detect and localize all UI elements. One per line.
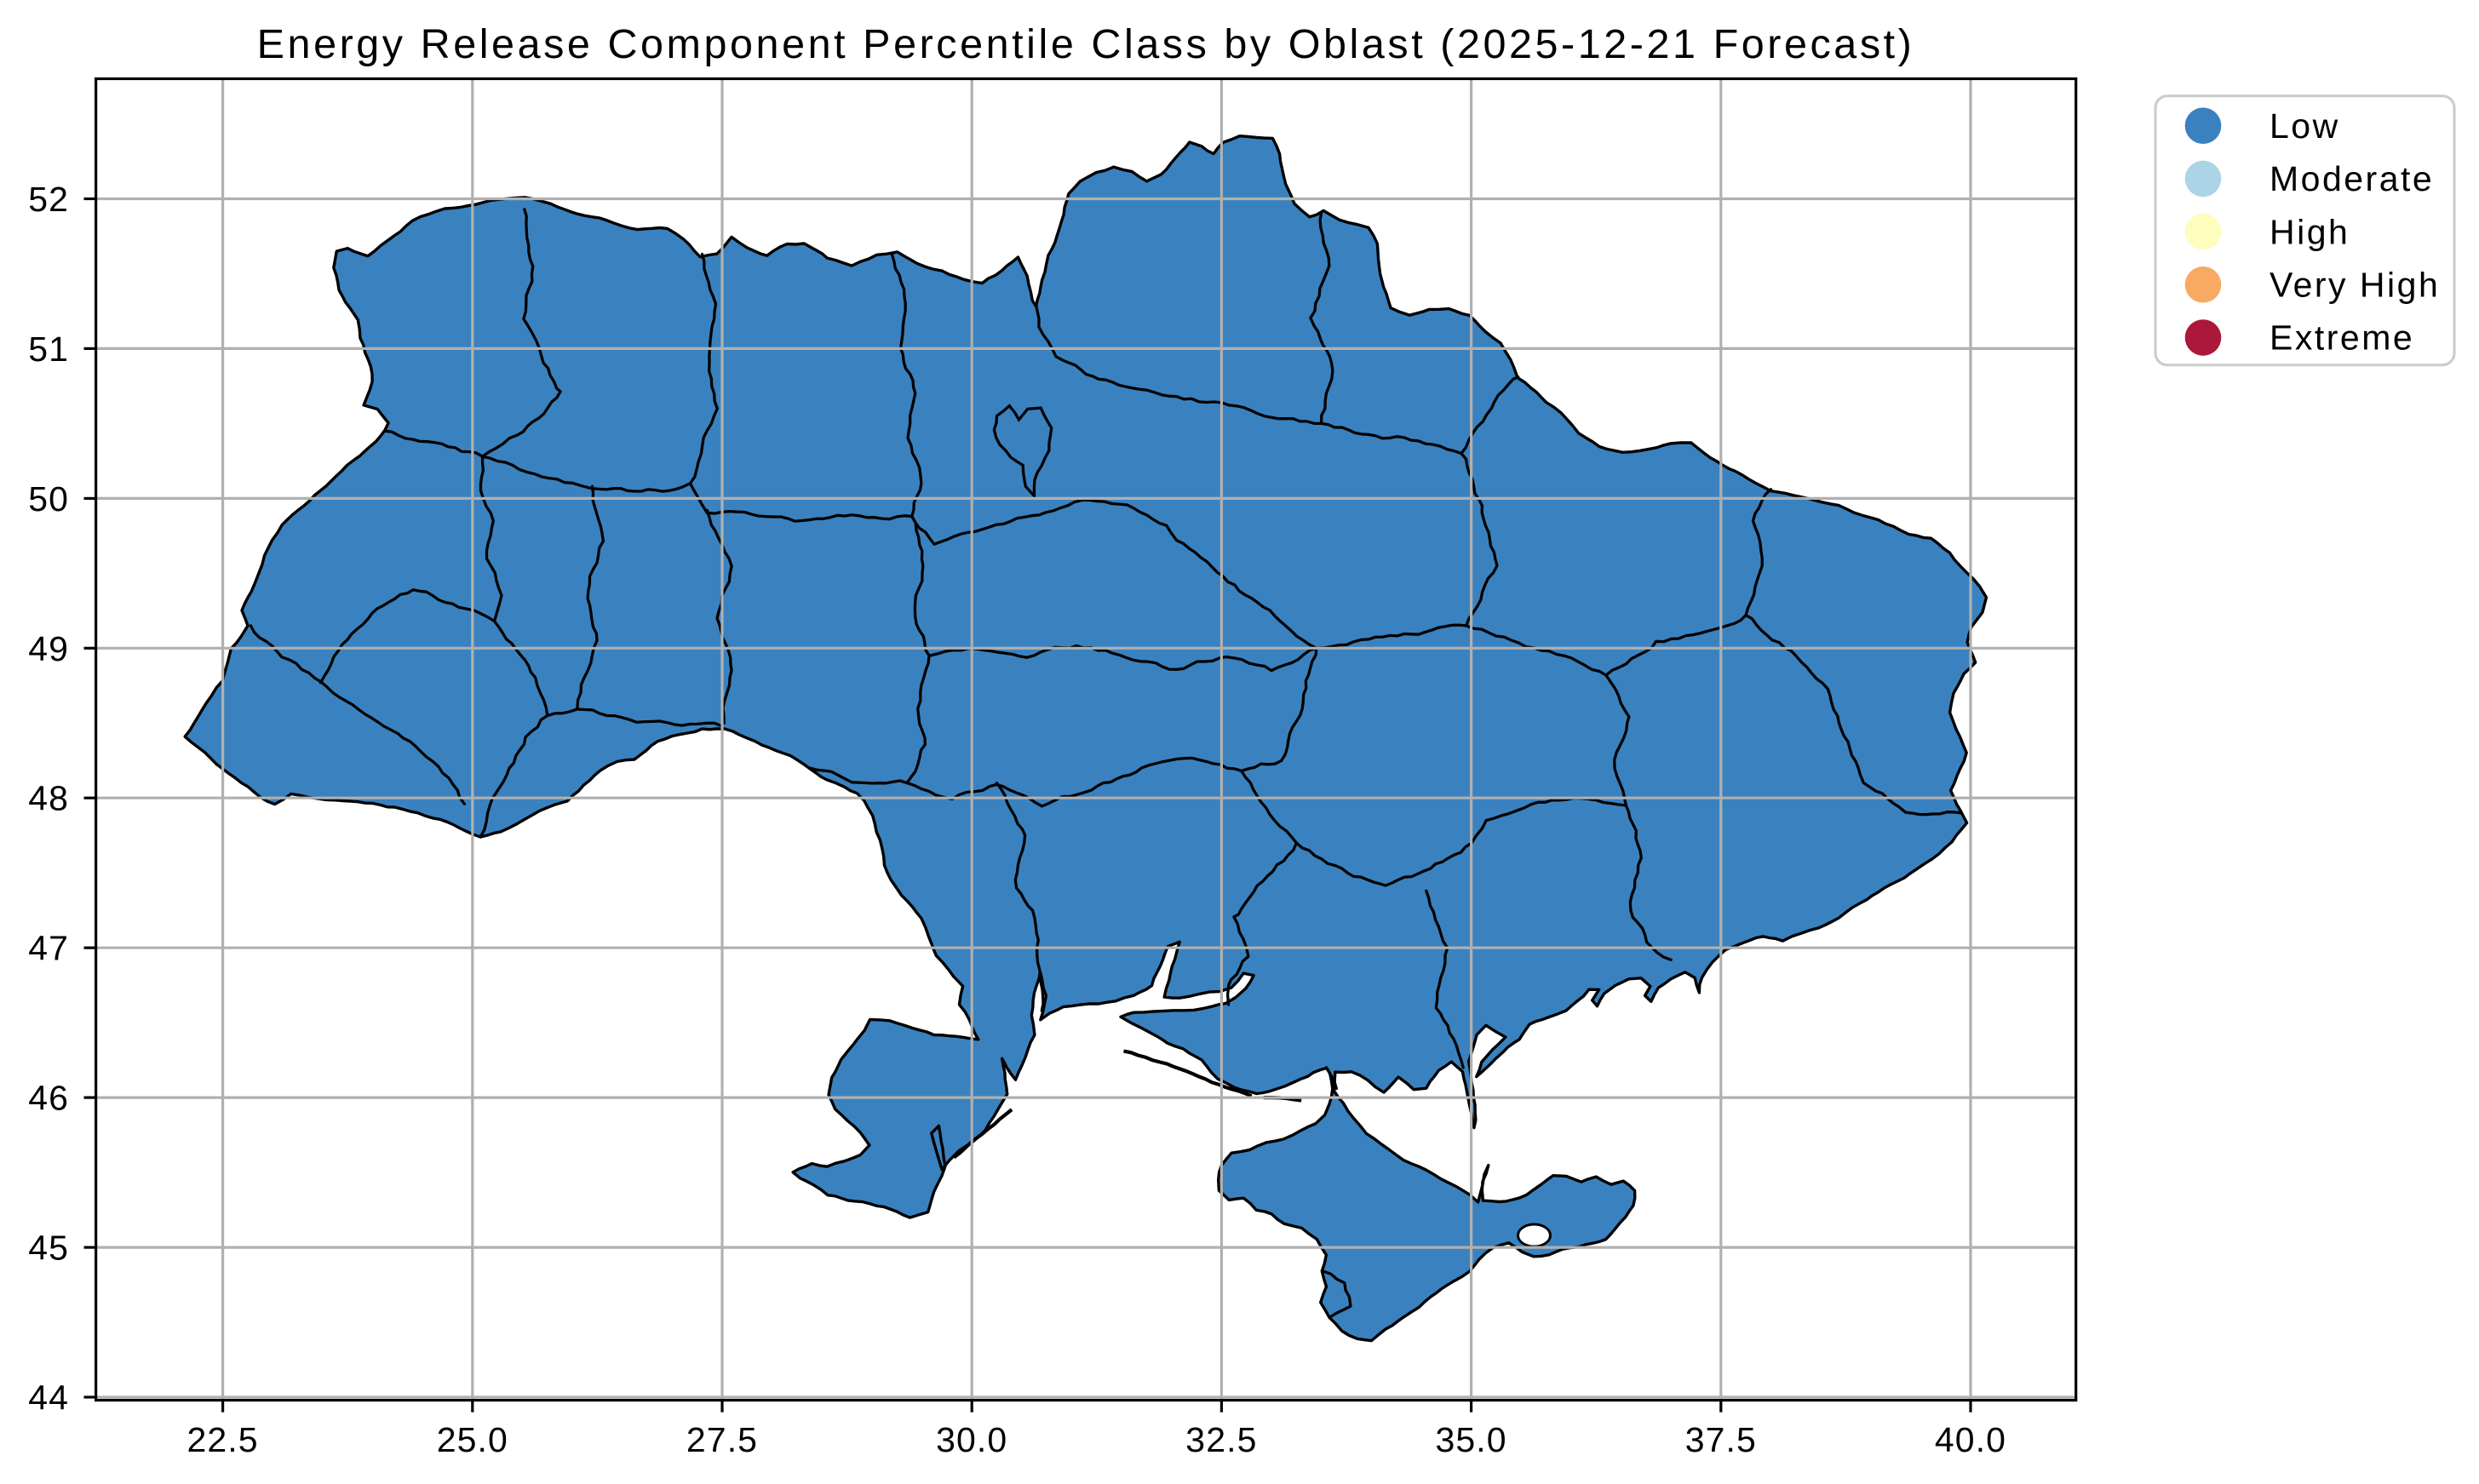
svg-text:52: 52 [28,180,69,219]
svg-text:48: 48 [28,779,69,818]
svg-text:51: 51 [28,329,69,369]
svg-text:46: 46 [28,1079,69,1118]
svg-text:45: 45 [28,1229,69,1268]
svg-text:Very High: Very High [2270,266,2440,305]
svg-text:30.0: 30.0 [936,1420,1007,1459]
svg-text:50: 50 [28,479,69,519]
svg-text:44: 44 [28,1378,69,1418]
svg-text:22.5: 22.5 [186,1420,258,1459]
svg-text:Low: Low [2270,106,2340,146]
svg-text:27.5: 27.5 [686,1420,758,1459]
svg-text:Energy Release Component Perce: Energy Release Component Percentile Clas… [257,21,1915,67]
svg-text:37.5: 37.5 [1685,1420,1757,1459]
svg-text:49: 49 [28,629,69,668]
svg-text:35.0: 35.0 [1435,1420,1506,1459]
svg-text:32.5: 32.5 [1185,1420,1257,1459]
svg-text:47: 47 [28,929,69,968]
svg-text:25.0: 25.0 [437,1420,508,1459]
svg-text:High: High [2270,212,2350,251]
svg-text:40.0: 40.0 [1935,1420,2006,1459]
svg-text:Extreme: Extreme [2270,318,2414,358]
svg-text:Moderate: Moderate [2270,159,2434,198]
